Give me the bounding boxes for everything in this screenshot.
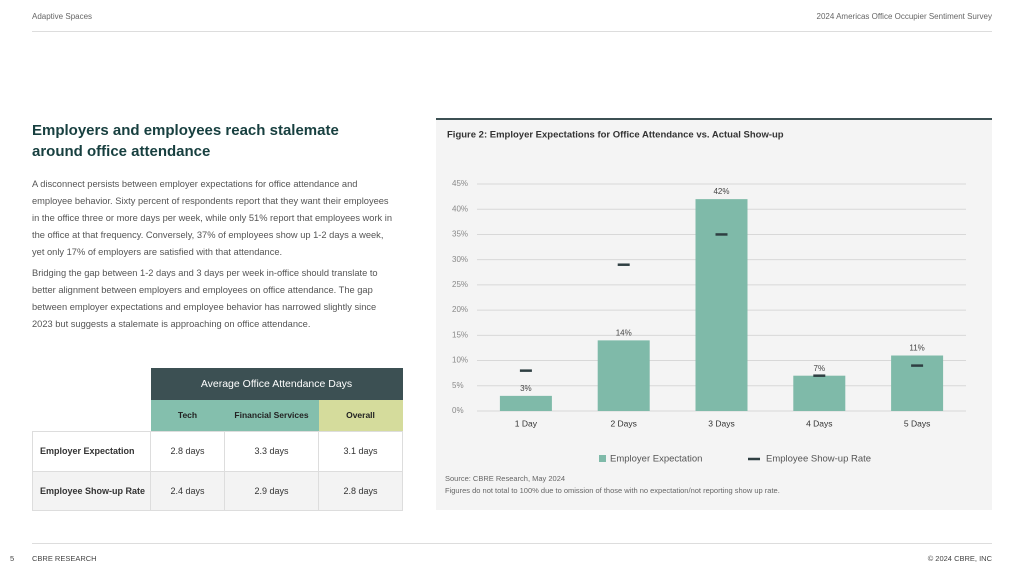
paragraph: Bridging the gap between 1-2 days and 3 … [32,268,378,329]
legend-label: Employer Expectation [610,454,702,465]
y-tick-label: 5% [452,381,464,390]
row-header: Employer Expectation [32,430,151,472]
y-tick-label: 40% [452,204,468,213]
table-title: Average Office Attendance Days [150,368,403,400]
y-tick-label: 30% [452,255,468,264]
legend-label: Employee Show-up Rate [766,454,871,465]
source: Source: CBRE Research, May 2024 [445,474,565,483]
value-label: 3% [520,384,532,393]
bar [891,355,944,411]
note: Figures do not total to 100% due to omis… [445,486,780,495]
table: Average Office Attendance Days Tech Fina… [32,368,403,511]
column-header: Tech [150,400,225,431]
x-tick-label: 4 Days [806,418,832,428]
y-tick-label: 10% [452,356,468,365]
value-label: 42% [713,187,729,196]
bar [499,395,552,411]
bar [597,340,650,411]
cell: 2.8 days [150,430,225,472]
value-label: 11% [909,344,924,353]
header-right: 2024 Americas Office Occupier Sentiment … [816,12,993,21]
x-tick-label: 3 Days [708,418,734,428]
legend-swatch [599,455,606,462]
cell: 2.4 days [150,470,225,511]
x-tick-label: 1 Day [515,418,538,428]
cell: 2.9 days [224,470,319,511]
footer-left: CBRE RESEARCH [32,554,97,563]
header-rule [32,31,992,32]
cell: 3.1 days [318,430,403,472]
cell: 2.8 days [318,470,403,511]
value-label: 7% [814,364,826,373]
y-tick-label: 15% [452,330,468,339]
heading: Employers and employees reach stalemate … [32,122,339,160]
y-tick-label: 0% [452,406,464,415]
cell: 3.3 days [224,430,319,472]
page-number: 5 [10,554,15,563]
chart-title: Figure 2: Employer Expectations for Offi… [447,130,784,141]
paragraph: A disconnect persists between employer e… [32,179,393,257]
y-tick-label: 45% [452,179,468,188]
y-tick-label: 35% [452,230,468,239]
chart-panel [436,118,992,510]
x-tick-label: 5 Days [904,418,930,428]
column-header: Overall [318,400,403,431]
bar [793,375,846,411]
y-tick-label: 25% [452,280,468,289]
y-tick-label: 20% [452,305,468,314]
footer-rule [32,543,992,544]
bar [695,199,748,411]
value-label: 14% [616,328,632,337]
row-header: Employee Show-up Rate [32,470,151,511]
header-left: Adaptive Spaces [32,12,93,21]
column-header: Financial Services [224,400,319,431]
x-tick-label: 2 Days [610,418,636,428]
footer-right: © 2024 CBRE, INC [927,554,992,563]
